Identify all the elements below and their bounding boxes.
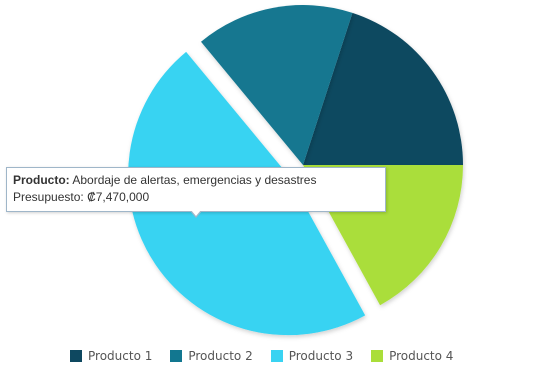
tooltip-product-line: Producto: Abordaje de alertas, emergenci…	[13, 172, 379, 189]
legend-swatch-producto-2	[170, 350, 183, 362]
tooltip-product-label: Producto:	[13, 173, 70, 187]
tooltip-budget-value: ₡7,470,000	[87, 190, 150, 204]
tooltip-product-value: Abordaje de alertas, emergencias y desas…	[72, 173, 317, 187]
legend: Producto 1 Producto 2 Producto 3 Product…	[70, 349, 471, 363]
legend-item-producto-2[interactable]: Producto 2	[170, 349, 253, 363]
legend-item-producto-3[interactable]: Producto 3	[270, 349, 354, 363]
pie-slice-producto-1[interactable]	[303, 12, 463, 165]
legend-swatch-producto-4	[371, 350, 384, 362]
pie-slice-producto-2[interactable]	[201, 4, 353, 165]
legend-label-producto-4: Producto 4	[389, 349, 454, 363]
legend-item-producto-1[interactable]: Producto 1	[70, 349, 152, 363]
legend-label-producto-3: Producto 3	[288, 349, 354, 363]
legend-swatch-producto-1	[70, 350, 82, 362]
tooltip-budget-line: Presupuesto: ₡7,470,000	[13, 189, 379, 206]
legend-label-producto-2: Producto 2	[188, 349, 253, 363]
legend-item-producto-4[interactable]: Producto 4	[371, 349, 453, 363]
tooltip-budget-label: Presupuesto:	[13, 190, 84, 204]
tooltip: Producto: Abordaje de alertas, emergenci…	[6, 167, 386, 212]
legend-label-producto-1: Producto 1	[88, 349, 153, 363]
legend-swatch-producto-3	[270, 350, 283, 362]
tooltip-pointer-fill	[191, 210, 201, 216]
